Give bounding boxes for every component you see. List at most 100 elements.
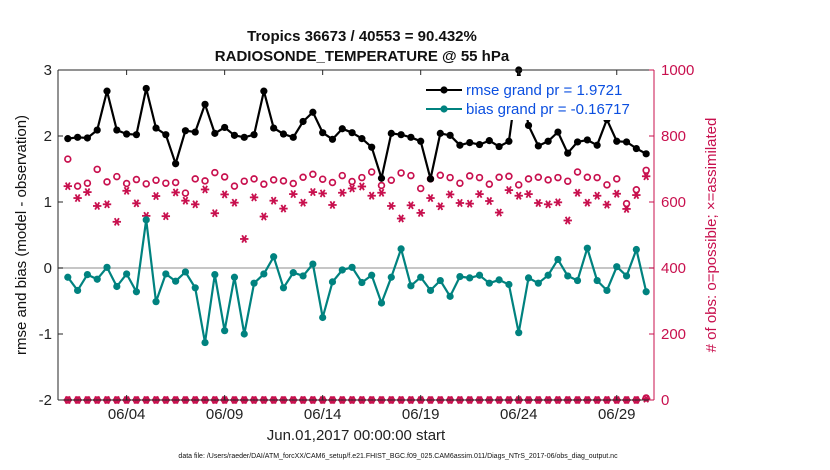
y-tick-label-right: 200 — [661, 326, 686, 343]
bias-point — [142, 216, 150, 224]
rmse-point — [544, 137, 552, 145]
obs-assimilated-point — [249, 193, 259, 202]
obs-assimilated-point — [73, 193, 82, 203]
obs-possible-point — [240, 177, 249, 185]
obs-assimilated-point — [220, 190, 229, 199]
rmse-point — [299, 117, 307, 126]
y-tick-label-right: 800 — [661, 128, 686, 145]
obs-assimilated-point — [377, 188, 386, 197]
rmse-point — [505, 137, 513, 145]
obs-possible-point — [113, 172, 121, 181]
obs-assimilated-point — [93, 201, 102, 211]
obs-possible-point — [309, 170, 317, 179]
asterisk-stroke — [182, 196, 189, 205]
obs-possible-point — [142, 180, 150, 188]
bias-point — [74, 286, 82, 295]
bias-point — [554, 255, 562, 264]
asterisk-stroke — [613, 189, 620, 198]
bias-point — [524, 274, 533, 282]
bias-point — [456, 272, 464, 281]
rmse-point — [191, 128, 199, 136]
obs-assimilated-point — [426, 193, 435, 203]
obs-assimilated-point — [583, 198, 592, 207]
asterisk-stroke — [623, 204, 630, 214]
bias-point — [221, 327, 229, 335]
asterisk-stroke — [604, 200, 610, 209]
obs-assimilated-point — [279, 204, 288, 213]
obs-possible-point — [230, 182, 239, 190]
bias-point — [83, 271, 92, 279]
rmse-point — [475, 140, 484, 149]
asterisk-stroke — [359, 182, 365, 191]
bias-point — [632, 245, 640, 254]
asterisk-stroke — [260, 212, 267, 221]
legend-box — [418, 76, 644, 120]
asterisk-stroke — [280, 204, 287, 213]
rmse-point — [319, 129, 327, 137]
asterisk-stroke — [525, 189, 532, 199]
bias-point — [328, 278, 337, 286]
asterisk-stroke — [329, 200, 336, 210]
asterisk-stroke — [398, 214, 404, 223]
obs-possible-point — [632, 186, 641, 194]
legend-bias-label: bias grand pr = -0.16717 — [466, 101, 630, 118]
obs-possible-point — [377, 181, 386, 190]
obs-assimilated-point — [524, 189, 533, 199]
asterisk-stroke — [476, 189, 483, 199]
asterisk-stroke — [84, 188, 91, 197]
bias-point — [603, 286, 611, 295]
y-tick-label-left: -1 — [39, 326, 52, 343]
rmse-point — [309, 108, 317, 116]
asterisk-stroke — [643, 172, 650, 181]
obs-assimilated-point — [553, 198, 563, 207]
rmse-point — [407, 133, 415, 141]
bias-point — [368, 271, 376, 279]
obs-possible-point — [289, 179, 298, 188]
obs-assimilated-point — [543, 200, 553, 209]
obs-possible-point — [279, 177, 288, 185]
asterisk-stroke — [564, 216, 571, 225]
obs-assimilated-point — [504, 186, 514, 195]
bias-point — [113, 282, 121, 291]
x-tick-label: 06/19 — [402, 406, 440, 423]
rmse-point — [152, 124, 160, 132]
rmse-point — [632, 144, 640, 153]
obs-assimilated-point — [406, 201, 416, 210]
x-tick-label: 06/14 — [304, 406, 342, 423]
obs-assimilated-point — [367, 191, 376, 200]
asterisk-stroke — [545, 200, 552, 209]
obs-assimilated-point — [200, 185, 210, 194]
obs-assimilated-point — [210, 209, 220, 218]
obs-possible-point — [573, 168, 582, 176]
y-tick-label-left: 3 — [44, 62, 52, 79]
obs-possible-point — [387, 176, 396, 184]
y-tick-label-left: 2 — [44, 128, 52, 145]
obs-assimilated-point — [347, 184, 357, 193]
obs-possible-point — [191, 175, 199, 183]
obs-assimilated-point — [436, 202, 445, 211]
obs-assimilated-point — [573, 188, 582, 197]
rmse-point — [181, 127, 190, 135]
obs-possible-point — [495, 173, 503, 182]
rmse-point — [172, 160, 180, 168]
obs-possible-point — [544, 176, 552, 184]
bias-point — [485, 279, 493, 287]
asterisk-stroke — [300, 198, 306, 207]
rmse-point — [564, 149, 572, 157]
y-tick-label-left: 1 — [44, 194, 52, 211]
obs-assimilated-point — [514, 191, 523, 200]
rmse-point — [417, 137, 425, 145]
asterisk-stroke — [417, 208, 424, 217]
asterisk-stroke — [388, 201, 395, 211]
asterisk-stroke — [251, 193, 257, 202]
rmse-point — [74, 133, 82, 141]
obs-possible-point — [456, 179, 464, 187]
bias-point — [93, 275, 101, 283]
rmse-point — [642, 150, 650, 158]
obs-assimilated-point — [465, 199, 474, 208]
bias-point — [123, 270, 131, 278]
bias-point — [505, 280, 513, 289]
obs-assimilated-point — [592, 191, 602, 200]
tick-layer: -2 -1 0 1 2 3 0 200 400 600 800 1000 06/04 06/09 06/14… — [39, 62, 695, 423]
bias-point — [358, 278, 366, 287]
